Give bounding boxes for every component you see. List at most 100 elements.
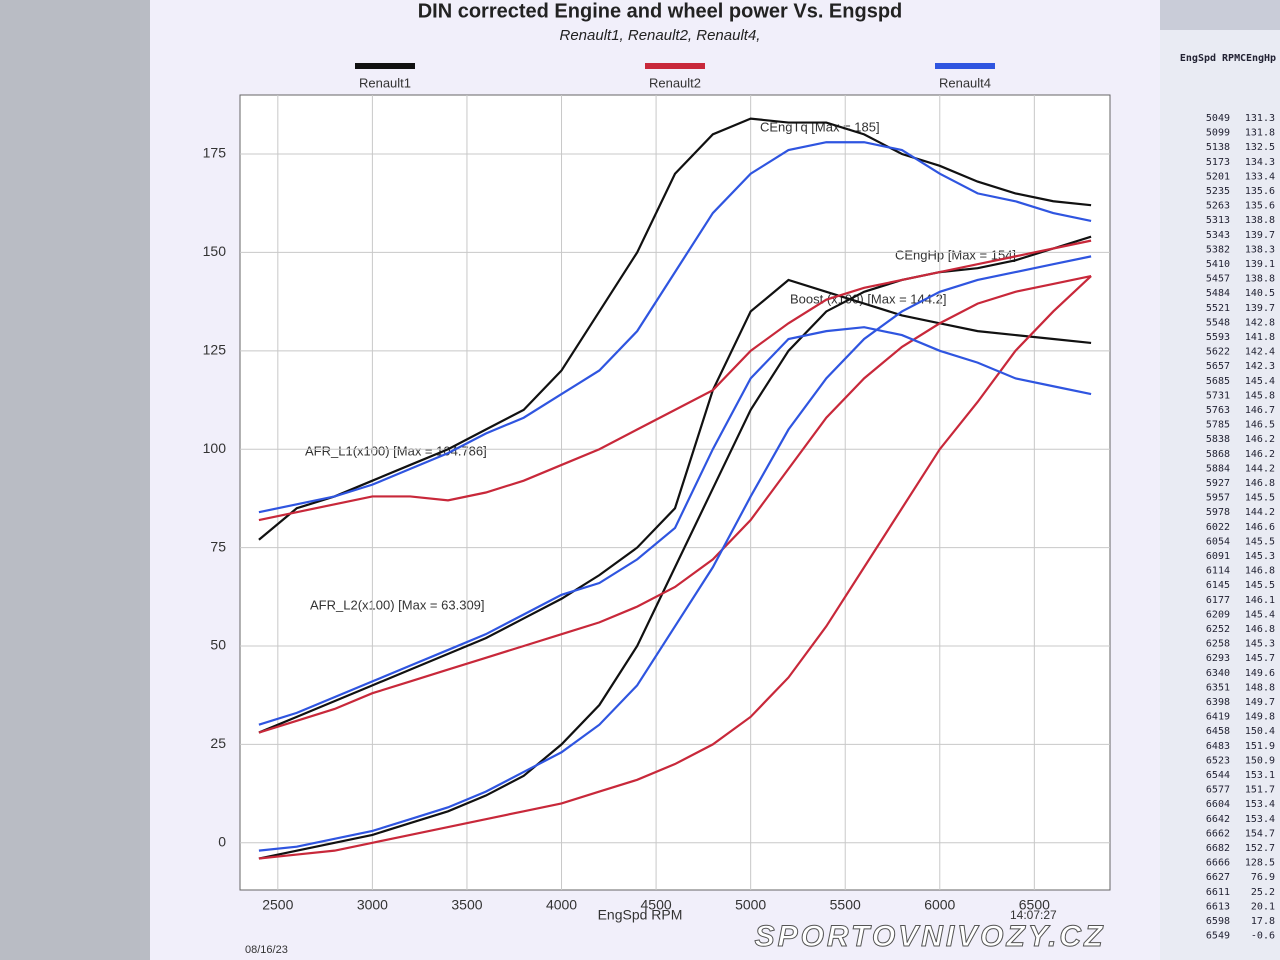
table-cell: 140.5	[1245, 288, 1275, 299]
x-tick-label: 6500	[1019, 897, 1050, 913]
table-cell: 5521	[1206, 303, 1230, 314]
x-tick-label: 4000	[546, 897, 577, 913]
table-cell: 5763	[1206, 405, 1230, 416]
table-cell: 17.8	[1251, 916, 1275, 927]
x-tick-label: 3500	[451, 897, 482, 913]
table-cell: 149.8	[1245, 712, 1275, 723]
table-cell: 6483	[1206, 741, 1230, 752]
table-cell: 145.8	[1245, 390, 1275, 401]
legend-label: Renault1	[359, 75, 411, 90]
table-cell: 131.3	[1245, 113, 1275, 124]
x-tick-label: 2500	[262, 897, 293, 913]
annotation: AFR_L1(x100) [Max = 104.786]	[305, 443, 487, 458]
table-cell: 5622	[1206, 347, 1230, 358]
annotation: Boost (x100) [Max = 144.2]	[790, 291, 946, 306]
table-cell: 153.4	[1245, 799, 1275, 810]
table-cell: 6682	[1206, 843, 1230, 854]
table-cell: 6091	[1206, 551, 1230, 562]
x-tick-label: 4500	[641, 897, 672, 913]
table-cell: 146.8	[1245, 566, 1275, 577]
table-cell: 135.6	[1245, 201, 1275, 212]
table-cell: 5978	[1206, 507, 1230, 518]
legend-label: Renault2	[649, 75, 701, 90]
table-cell: 5685	[1206, 376, 1230, 387]
table-cell: 5173	[1206, 157, 1230, 168]
table-cell: 6598	[1206, 916, 1230, 927]
table-cell: 5138	[1206, 142, 1230, 153]
y-tick-label: 0	[218, 833, 226, 849]
table-cell: 5382	[1206, 244, 1230, 255]
table-cell: 6351	[1206, 682, 1230, 693]
table-cell: 6209	[1206, 609, 1230, 620]
table-cell: -0.6	[1251, 931, 1275, 942]
time: 14:07:27	[1010, 908, 1057, 922]
table-cell: 145.3	[1245, 551, 1275, 562]
table-cell: 146.2	[1245, 449, 1275, 460]
table-cell: 146.5	[1245, 420, 1275, 431]
series-line	[258, 274, 1092, 734]
table-cell: 6054	[1206, 536, 1230, 547]
table-cell: 138.8	[1245, 215, 1275, 226]
series-line	[258, 255, 1092, 852]
table-cell: 142.8	[1245, 317, 1275, 328]
series-line	[258, 117, 1092, 541]
annotation: AFR_L2(x100) [Max = 63.309]	[310, 597, 485, 612]
table-cell: 5263	[1206, 201, 1230, 212]
series-line	[258, 141, 1092, 514]
table-cell: 6252	[1206, 624, 1230, 635]
table-cell: 5884	[1206, 463, 1230, 474]
series-line	[258, 278, 1092, 734]
toolbar	[1160, 0, 1280, 30]
table-cell: 152.7	[1245, 843, 1275, 854]
y-tick-label: 50	[210, 637, 226, 653]
table-cell: 6145	[1206, 580, 1230, 591]
table-cell: 6293	[1206, 653, 1230, 664]
table-cell: 145.5	[1245, 580, 1275, 591]
table-cell: 76.9	[1251, 872, 1275, 883]
series-line	[258, 235, 1092, 860]
table-cell: 151.9	[1245, 741, 1275, 752]
table-cell: 141.8	[1245, 332, 1275, 343]
table-cell: 6523	[1206, 755, 1230, 766]
series-line	[258, 239, 1092, 522]
table-cell: 144.2	[1245, 463, 1275, 474]
table-cell: 6666	[1206, 858, 1230, 869]
x-tick-label: 6000	[924, 897, 955, 913]
table-cell: 6544	[1206, 770, 1230, 781]
table-cell: 153.4	[1245, 814, 1275, 825]
table-cell: 5785	[1206, 420, 1230, 431]
table-cell: 139.7	[1245, 230, 1275, 241]
table-cell: 6627	[1206, 872, 1230, 883]
table-cell: 6398	[1206, 697, 1230, 708]
table-cell: 5593	[1206, 332, 1230, 343]
table-cell: 131.8	[1245, 128, 1275, 139]
background	[0, 0, 150, 960]
table-cell: 6258	[1206, 639, 1230, 650]
table-cell: 133.4	[1245, 171, 1275, 182]
watermark: SPORTOVNIVOZY.CZ	[755, 920, 1106, 953]
date: 08/16/23	[245, 944, 288, 956]
chart-title: DIN corrected Engine and wheel power Vs.…	[418, 0, 903, 22]
table-cell: 5957	[1206, 493, 1230, 504]
table-cell: 146.7	[1245, 405, 1275, 416]
table-cell: 6611	[1206, 887, 1230, 898]
table-cell: 149.7	[1245, 697, 1275, 708]
table-cell: 6177	[1206, 595, 1230, 606]
plot-area	[239, 94, 1111, 891]
table-cell: 150.9	[1245, 755, 1275, 766]
table-cell: 5049	[1206, 113, 1230, 124]
table-cell: 153.1	[1245, 770, 1275, 781]
table-cell: 138.3	[1245, 244, 1275, 255]
x-tick-label: 5500	[830, 897, 861, 913]
table-cell: 144.2	[1245, 507, 1275, 518]
x-tick-label: 5000	[735, 897, 766, 913]
table-cell: 145.3	[1245, 639, 1275, 650]
x-tick-label: 3000	[357, 897, 388, 913]
table-header: EngSpd RPM	[1180, 53, 1240, 64]
table-cell: 6577	[1206, 785, 1230, 796]
table-cell: 145.5	[1245, 536, 1275, 547]
table-cell: 128.5	[1245, 858, 1275, 869]
series-line	[258, 275, 1092, 860]
table-cell: 146.6	[1245, 522, 1275, 533]
